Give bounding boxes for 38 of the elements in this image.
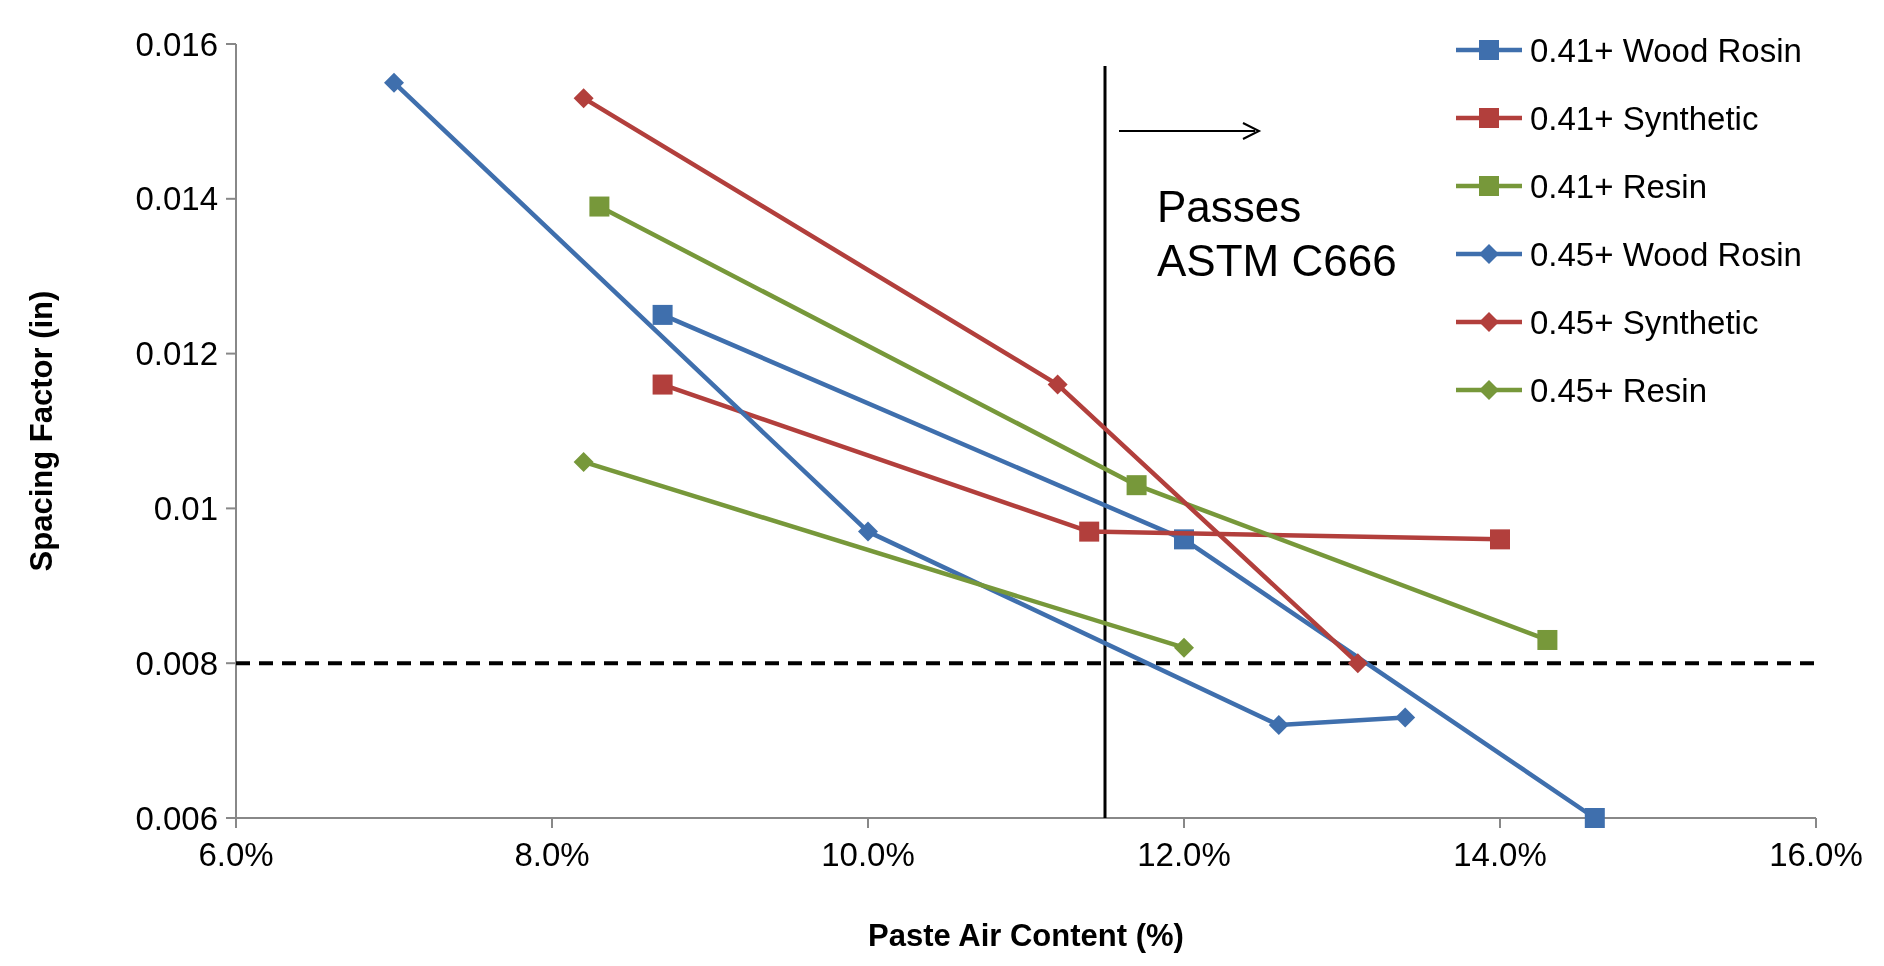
point: [1079, 521, 1100, 542]
legend-label: 0.41+ Resin: [1530, 167, 1708, 205]
point: [573, 88, 594, 109]
x-tick-label: 6.0%: [198, 836, 274, 873]
point: [1268, 715, 1289, 736]
x-tick-label: 12.0%: [1137, 836, 1231, 873]
y-tick-label: 0.016: [135, 25, 218, 63]
point: [1047, 374, 1068, 395]
y-tick-label: 0.01: [153, 489, 218, 527]
point: [1174, 637, 1194, 658]
legend-label: 0.41+ Wood Rosin: [1530, 31, 1802, 69]
x-tick-label: 8.0%: [514, 836, 590, 873]
y-axis-title: Spacing Factor (in): [24, 290, 59, 572]
point: [384, 72, 404, 93]
point: [1490, 529, 1510, 550]
point: [589, 196, 610, 217]
x-axis-title: Paste Air Content (%): [868, 918, 1184, 953]
point: [652, 304, 673, 325]
x-tick-label: 16.0%: [1769, 836, 1863, 873]
y-tick-label: 0.006: [135, 799, 218, 837]
x-tick-label: 14.0%: [1453, 836, 1547, 873]
point: [858, 521, 878, 542]
y-tick-label: 0.012: [135, 335, 218, 373]
legend-label: 0.45+ Wood Rosin: [1530, 235, 1802, 273]
x-tick-label: 10.0%: [821, 836, 915, 873]
point: [573, 451, 594, 472]
y-tick-label: 0.014: [135, 180, 218, 218]
point: [652, 374, 673, 395]
point: [1395, 707, 1416, 728]
point: [1537, 629, 1558, 650]
point: [1347, 653, 1368, 674]
y-tick-label: 0.008: [135, 644, 218, 682]
legend-label: 0.41+ Synthetic: [1530, 99, 1759, 137]
ref-line-label: Passes ASTM C666: [1157, 182, 1397, 285]
legend-label: 0.45+ Synthetic: [1530, 303, 1759, 341]
point: [1126, 475, 1147, 496]
legend-label: 0.45+ Resin: [1530, 371, 1708, 409]
point: [1584, 808, 1605, 828]
